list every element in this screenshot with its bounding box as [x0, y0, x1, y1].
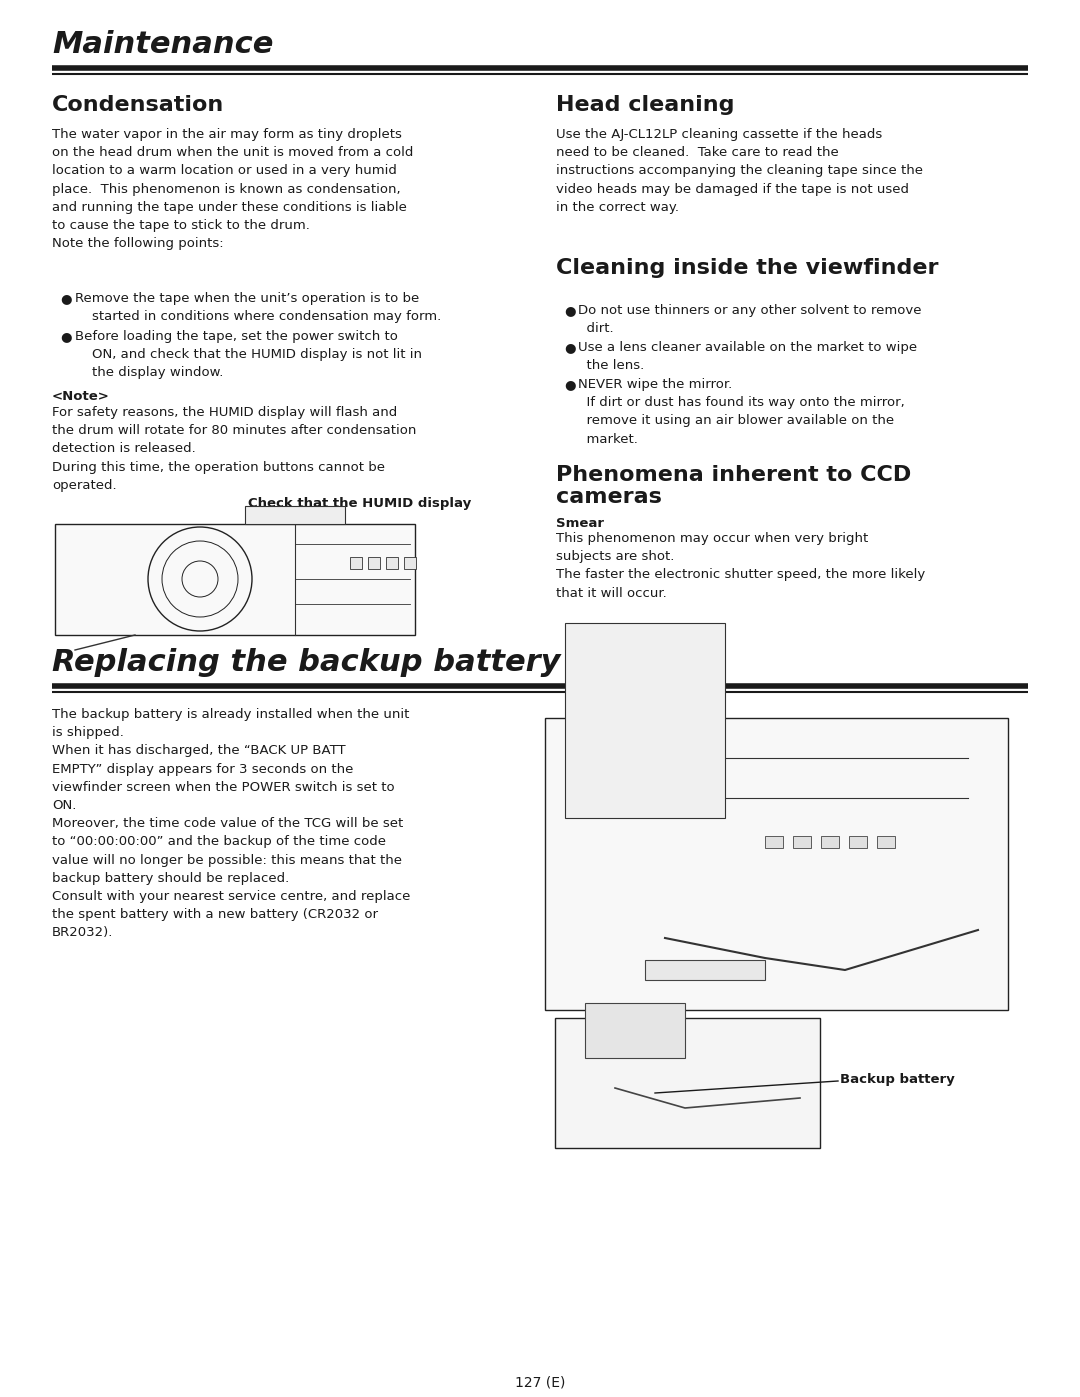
Bar: [645, 960, 765, 981]
Text: Smear: Smear: [556, 517, 604, 529]
Text: The backup battery is already installed when the unit
is shipped.
When it has di: The backup battery is already installed …: [52, 708, 410, 939]
Text: Use the AJ-CL12LP cleaning cassette if the heads
need to be cleaned.  Take care : Use the AJ-CL12LP cleaning cassette if t…: [556, 129, 923, 214]
Text: Head cleaning: Head cleaning: [556, 95, 734, 115]
Bar: [404, 557, 416, 569]
Text: NEVER wipe the mirror.
  If dirt or dust has found its way onto the mirror,
  re: NEVER wipe the mirror. If dirt or dust h…: [578, 379, 905, 446]
Bar: [245, 506, 345, 524]
Text: 127 (E): 127 (E): [515, 1375, 565, 1389]
Text: <Note>: <Note>: [52, 390, 110, 402]
Text: For safety reasons, the HUMID display will flash and
the drum will rotate for 80: For safety reasons, the HUMID display wi…: [52, 407, 417, 492]
Text: Maintenance: Maintenance: [52, 29, 273, 59]
Text: Phenomena inherent to CCD
cameras: Phenomena inherent to CCD cameras: [556, 465, 912, 507]
Text: Use a lens cleaner available on the market to wipe
  the lens.: Use a lens cleaner available on the mark…: [578, 341, 917, 372]
Text: Before loading the tape, set the power switch to
    ON, and check that the HUMI: Before loading the tape, set the power s…: [75, 330, 422, 380]
Text: Backup battery: Backup battery: [840, 1073, 955, 1085]
Text: ●: ●: [564, 379, 576, 391]
Bar: [565, 623, 725, 819]
Bar: [368, 557, 380, 569]
Bar: [555, 1018, 820, 1148]
Text: Condensation: Condensation: [52, 95, 225, 115]
Bar: [350, 557, 362, 569]
Bar: [849, 835, 867, 848]
Bar: [386, 557, 399, 569]
Text: Do not use thinners or any other solvent to remove
  dirt.: Do not use thinners or any other solvent…: [578, 305, 921, 335]
Bar: [821, 835, 839, 848]
Bar: [585, 1003, 685, 1058]
Text: Cleaning inside the viewfinder: Cleaning inside the viewfinder: [556, 258, 939, 278]
Text: Replacing the backup battery: Replacing the backup battery: [52, 648, 561, 678]
Text: ●: ●: [60, 330, 71, 344]
Text: ●: ●: [564, 341, 576, 353]
Text: Remove the tape when the unit’s operation is to be
    started in conditions whe: Remove the tape when the unit’s operatio…: [75, 292, 442, 323]
Text: Check that the HUMID display
is not lit.: Check that the HUMID display is not lit.: [248, 497, 471, 527]
Text: This phenomenon may occur when very bright
subjects are shot.
The faster the ele: This phenomenon may occur when very brig…: [556, 532, 926, 599]
Text: The water vapor in the air may form as tiny droplets
on the head drum when the u: The water vapor in the air may form as t…: [52, 129, 414, 250]
Bar: [765, 835, 783, 848]
Bar: [877, 835, 895, 848]
Text: ●: ●: [564, 305, 576, 317]
Bar: [545, 718, 1008, 1010]
Bar: [793, 835, 811, 848]
Bar: [55, 524, 415, 636]
Text: ●: ●: [60, 292, 71, 305]
